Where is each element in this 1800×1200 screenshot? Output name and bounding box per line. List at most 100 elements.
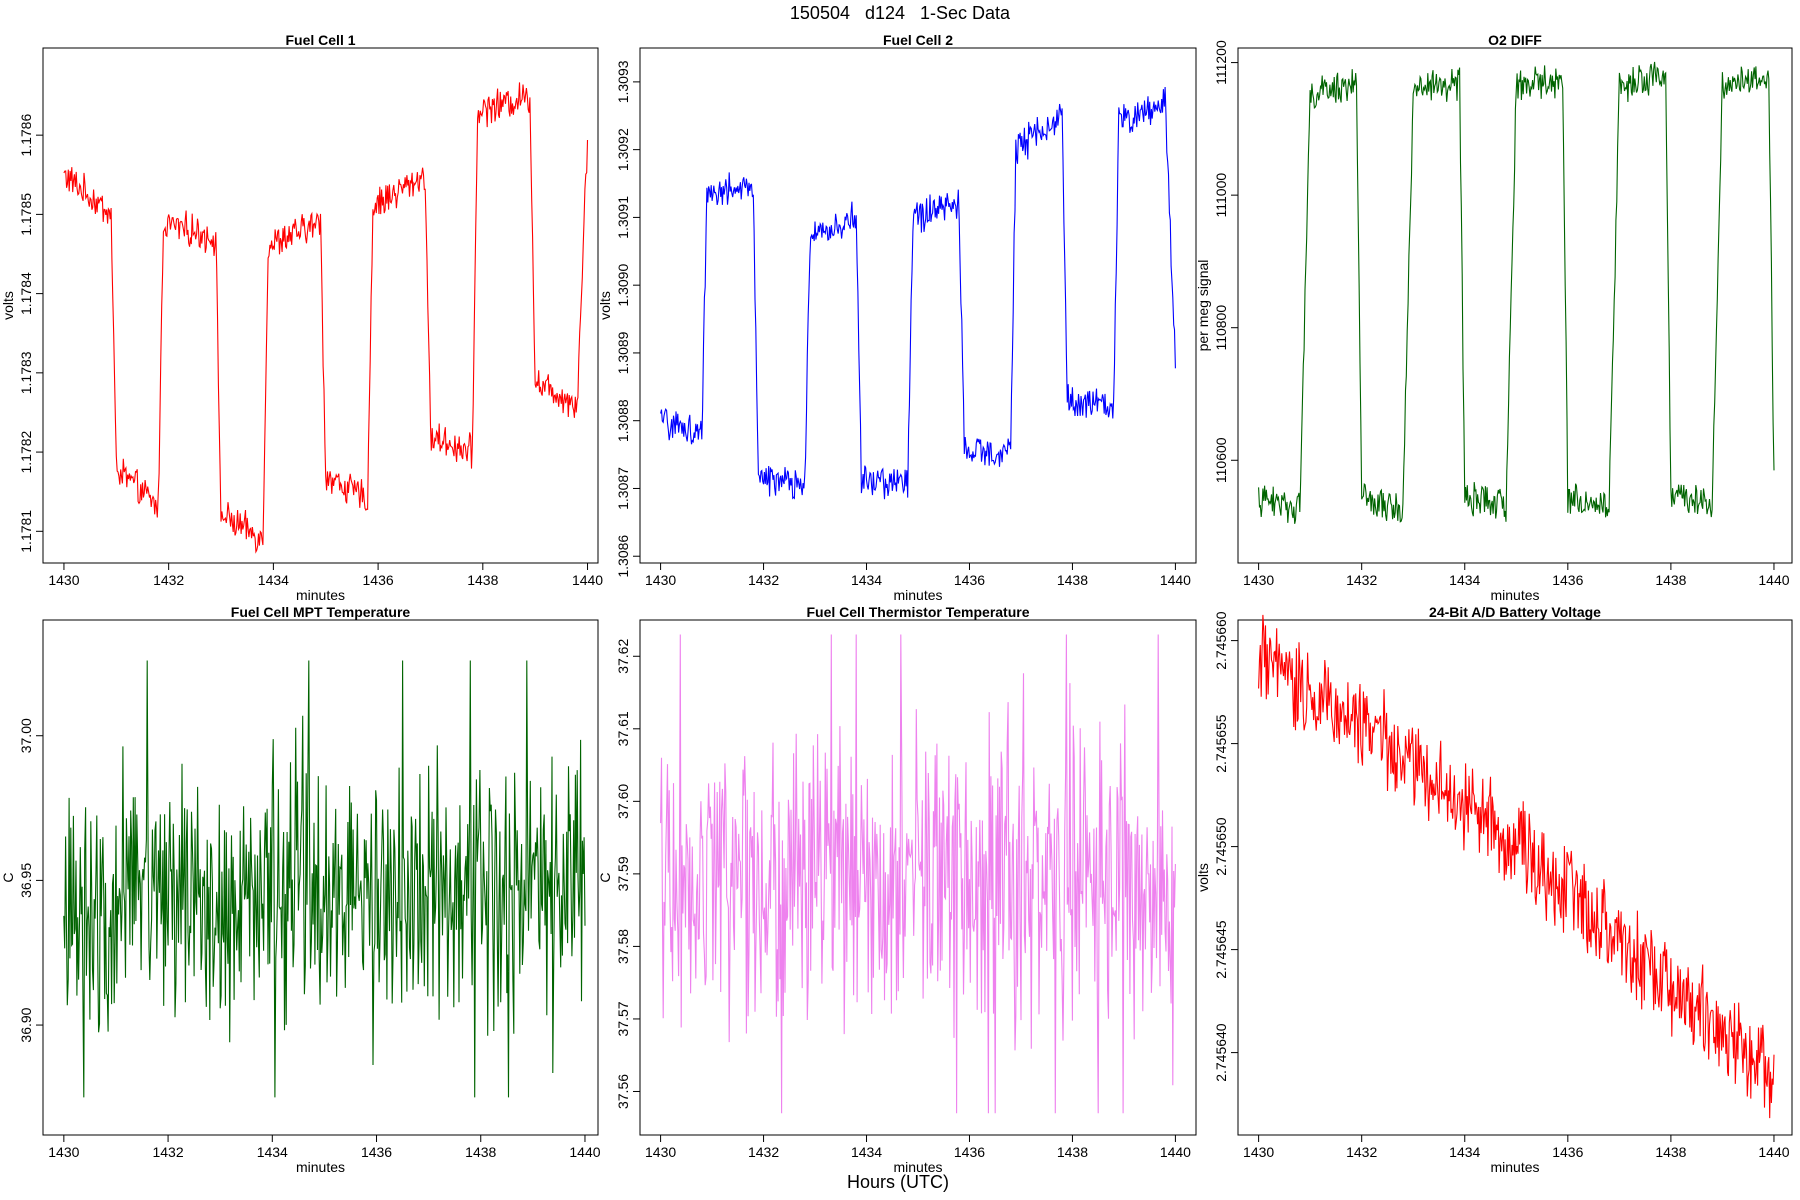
x-tick-label: 1434 bbox=[258, 572, 289, 588]
panel-title: 24-Bit A/D Battery Voltage bbox=[1429, 604, 1601, 620]
y-tick-label: 111000 bbox=[1213, 173, 1229, 218]
x-tick-label: 1432 bbox=[1346, 1144, 1377, 1160]
x-tick-label: 1432 bbox=[153, 572, 184, 588]
x-tick-label: 1438 bbox=[465, 1144, 496, 1160]
x-tick-label: 1440 bbox=[1160, 1144, 1191, 1160]
panel-title: Fuel Cell Thermistor Temperature bbox=[806, 604, 1029, 620]
panel-title: Fuel Cell MPT Temperature bbox=[231, 604, 411, 620]
chart-panel-3: O2 DIFF 1430 1432 1434 1436 1438 1440 minutes 11… bbox=[1195, 32, 1793, 603]
x-tick-label: 1430 bbox=[645, 1144, 676, 1160]
x-tick-label: 1438 bbox=[1057, 1144, 1088, 1160]
y-tick-label: 1.1782 bbox=[18, 430, 34, 473]
panel-title: Fuel Cell 1 bbox=[285, 32, 355, 48]
x-tick-label: 1434 bbox=[1449, 1144, 1480, 1160]
y-axis-label: volts bbox=[0, 291, 16, 320]
series-line bbox=[1258, 61, 1775, 524]
y-tick-label: 37.58 bbox=[615, 929, 631, 964]
y-axis-label: volts bbox=[597, 291, 613, 320]
series-line bbox=[660, 86, 1176, 500]
y-tick-label: 111200 bbox=[1213, 40, 1229, 85]
x-axis-label: minutes bbox=[1490, 587, 1539, 603]
y-tick-label: 1.1783 bbox=[18, 351, 34, 394]
chart-panel-2: Fuel Cell 2 1430 1432 1434 1436 1438 1440 minut… bbox=[597, 32, 1197, 603]
y-tick-label: 37.56 bbox=[615, 1074, 631, 1109]
x-tick-label: 1438 bbox=[1655, 572, 1686, 588]
x-tick-label: 1438 bbox=[1655, 1144, 1686, 1160]
panels: Fuel Cell 1 1430 1432 1434 1436 1438 1440 minut… bbox=[0, 32, 1793, 1175]
y-tick-label: 2.745655 bbox=[1213, 714, 1229, 773]
x-tick-label: 1432 bbox=[1346, 572, 1377, 588]
plot-frame bbox=[1237, 619, 1793, 1136]
y-tick-label: 37.62 bbox=[615, 639, 631, 674]
x-tick-label: 1436 bbox=[1552, 572, 1583, 588]
chart-panel-4: Fuel Cell MPT Temperature 1430 1432 1434 143… bbox=[0, 604, 601, 1175]
series-line bbox=[660, 634, 1176, 1114]
x-axis-label: minutes bbox=[296, 587, 345, 603]
y-tick-label: 37.59 bbox=[615, 856, 631, 891]
y-tick-label: 1.1784 bbox=[18, 272, 34, 315]
figure-x-title: Hours (UTC) bbox=[847, 1172, 949, 1192]
chart-panel-5: Fuel Cell Thermistor Temperature 1430 1432… bbox=[597, 604, 1197, 1175]
series-line bbox=[63, 660, 586, 1098]
y-axis-label: per meg signal bbox=[1195, 260, 1211, 352]
panel-title: O2 DIFF bbox=[1488, 32, 1542, 48]
x-tick-label: 1436 bbox=[954, 572, 985, 588]
x-tick-label: 1440 bbox=[572, 572, 603, 588]
x-tick-label: 1430 bbox=[1243, 1144, 1274, 1160]
plot-frame bbox=[1237, 47, 1793, 564]
plot-frame bbox=[42, 47, 599, 564]
x-axis-label: minutes bbox=[893, 1159, 942, 1175]
plot-frame bbox=[42, 619, 599, 1136]
x-tick-label: 1430 bbox=[48, 1144, 79, 1160]
plot-frame bbox=[639, 47, 1197, 564]
y-axis-label: C bbox=[0, 872, 16, 882]
x-tick-label: 1430 bbox=[645, 572, 676, 588]
y-tick-label: 1.3093 bbox=[615, 60, 631, 103]
y-tick-label: 1.3088 bbox=[615, 399, 631, 442]
y-tick-label: 1.3087 bbox=[615, 467, 631, 510]
x-tick-label: 1440 bbox=[569, 1144, 600, 1160]
x-axis-label: minutes bbox=[1490, 1159, 1539, 1175]
y-tick-label: 2.745645 bbox=[1213, 920, 1229, 979]
y-axis-label: volts bbox=[1195, 863, 1211, 892]
x-tick-label: 1438 bbox=[1057, 572, 1088, 588]
x-tick-label: 1430 bbox=[48, 572, 79, 588]
y-tick-label: 2.745640 bbox=[1213, 1023, 1229, 1082]
y-tick-label: 1.3090 bbox=[615, 264, 631, 307]
y-tick-label: 1.3091 bbox=[615, 196, 631, 239]
x-tick-label: 1440 bbox=[1160, 572, 1191, 588]
x-tick-label: 1430 bbox=[1243, 572, 1274, 588]
x-tick-label: 1436 bbox=[361, 1144, 392, 1160]
y-tick-label: 1.3092 bbox=[615, 128, 631, 171]
x-axis-label: minutes bbox=[296, 1159, 345, 1175]
y-tick-label: 36.90 bbox=[18, 1007, 34, 1042]
x-tick-label: 1434 bbox=[1449, 572, 1480, 588]
chart-panel-1: Fuel Cell 1 1430 1432 1434 1436 1438 1440 minut… bbox=[0, 32, 603, 603]
series-line bbox=[63, 82, 589, 554]
y-tick-label: 37.61 bbox=[615, 711, 631, 746]
x-tick-label: 1434 bbox=[257, 1144, 288, 1160]
y-tick-label: 37.00 bbox=[18, 718, 34, 753]
y-tick-label: 37.57 bbox=[615, 1001, 631, 1036]
x-tick-label: 1432 bbox=[748, 1144, 779, 1160]
x-axis-label: minutes bbox=[893, 587, 942, 603]
x-tick-label: 1440 bbox=[1758, 572, 1789, 588]
y-tick-label: 36.95 bbox=[18, 863, 34, 898]
y-tick-label: 37.60 bbox=[615, 784, 631, 819]
y-tick-label: 110600 bbox=[1213, 437, 1229, 483]
x-tick-label: 1432 bbox=[748, 572, 779, 588]
y-tick-label: 2.745660 bbox=[1213, 611, 1229, 670]
chart-panel-6: 24-Bit A/D Battery Voltage 1430 1432 1434 14… bbox=[1195, 604, 1793, 1175]
figure-title: 150504 d124 1-Sec Data bbox=[790, 3, 1011, 23]
y-tick-label: 1.1785 bbox=[18, 193, 34, 236]
y-tick-label: 2.745650 bbox=[1213, 817, 1229, 876]
x-tick-label: 1438 bbox=[467, 572, 498, 588]
y-tick-label: 1.3089 bbox=[615, 331, 631, 374]
y-tick-label: 1.3086 bbox=[615, 535, 631, 578]
x-tick-label: 1434 bbox=[851, 1144, 882, 1160]
plot-frame bbox=[639, 619, 1197, 1136]
y-tick-label: 110800 bbox=[1213, 305, 1229, 351]
x-tick-label: 1440 bbox=[1758, 1144, 1789, 1160]
y-tick-label: 1.1781 bbox=[18, 510, 34, 553]
